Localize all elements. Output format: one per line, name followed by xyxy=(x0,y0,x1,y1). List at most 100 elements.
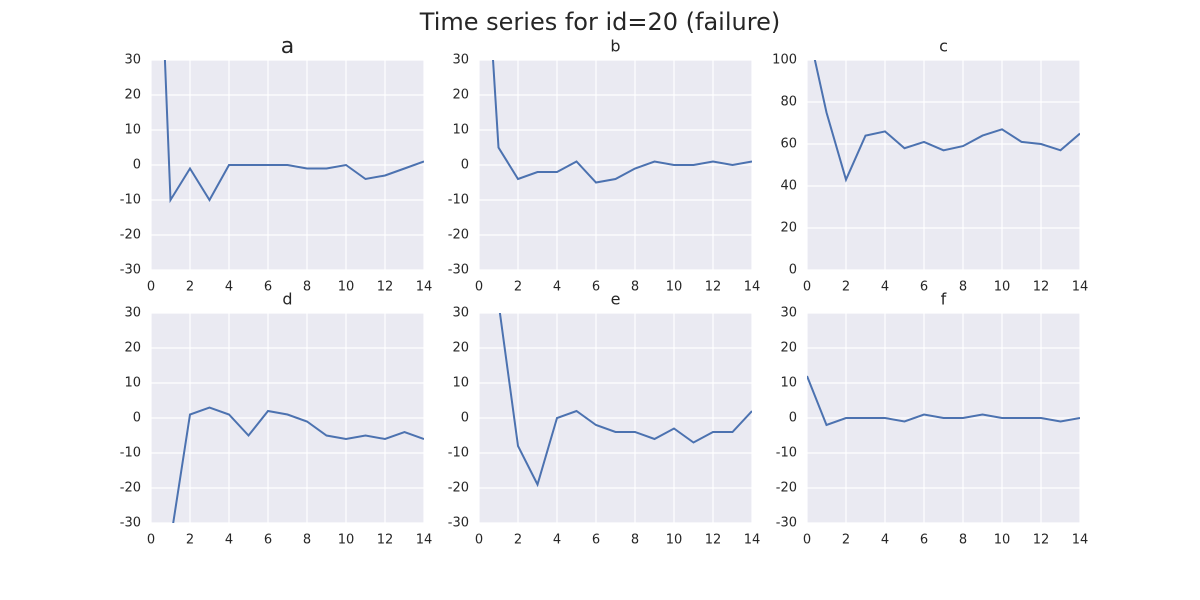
subplot: a 0 2 4 6 8 10 12 14 -30 -20 -10 0 10 20 30 xyxy=(120,34,433,295)
y-tick-label: 10 xyxy=(124,376,141,391)
x-tick-label: 2 xyxy=(514,280,522,295)
x-tick-label: 10 xyxy=(338,280,355,295)
y-tick-label: 40 xyxy=(780,179,797,194)
x-tick-label: 12 xyxy=(1033,533,1050,548)
y-tick-label: 0 xyxy=(461,158,469,173)
x-tick-label: 4 xyxy=(881,280,889,295)
subplot: e 0 2 4 6 8 10 12 14 -30 -20 -10 0 10 20 30 xyxy=(448,290,761,548)
x-tick-label: 2 xyxy=(514,533,522,548)
y-tick-label: -20 xyxy=(448,228,469,243)
y-tick-label: 80 xyxy=(780,95,797,110)
subplot-title: d xyxy=(282,290,292,309)
y-tick-label: 20 xyxy=(780,221,797,236)
y-tick-label: -30 xyxy=(448,263,469,278)
y-tick-label: -10 xyxy=(120,193,141,208)
y-tick-label: -10 xyxy=(776,446,797,461)
y-tick-label: -20 xyxy=(448,481,469,496)
x-tick-label: 10 xyxy=(666,280,683,295)
y-tick-label: 30 xyxy=(452,306,469,321)
y-tick-label: -10 xyxy=(448,193,469,208)
y-tick-label: 30 xyxy=(452,53,469,68)
x-tick-label: 0 xyxy=(475,533,483,548)
x-tick-label: 6 xyxy=(592,533,600,548)
x-tick-label: 6 xyxy=(920,280,928,295)
x-tick-label: 6 xyxy=(264,280,272,295)
series-line xyxy=(163,60,424,204)
y-tick-label: 20 xyxy=(452,341,469,356)
y-tick-label: -10 xyxy=(120,446,141,461)
y-tick-label: 10 xyxy=(452,123,469,138)
x-tick-label: 4 xyxy=(553,533,561,548)
x-tick-label: 4 xyxy=(225,280,233,295)
x-tick-label: 14 xyxy=(416,280,433,295)
x-tick-label: 2 xyxy=(186,280,194,295)
y-tick-label: -10 xyxy=(448,446,469,461)
x-tick-label: 4 xyxy=(225,533,233,548)
x-tick-label: 12 xyxy=(377,533,394,548)
x-tick-label: 6 xyxy=(920,533,928,548)
x-tick-label: 4 xyxy=(553,280,561,295)
series-line xyxy=(813,60,1080,183)
x-tick-label: 0 xyxy=(147,533,155,548)
x-tick-label: 8 xyxy=(959,533,967,548)
x-tick-label: 14 xyxy=(416,533,433,548)
x-tick-label: 8 xyxy=(959,280,967,295)
x-tick-label: 8 xyxy=(303,280,311,295)
y-tick-label: 20 xyxy=(780,341,797,356)
subplot-title: c xyxy=(939,37,948,56)
series-line xyxy=(172,406,424,523)
y-tick-label: 60 xyxy=(780,137,797,152)
subplot: f 0 2 4 6 8 10 12 14 -30 -20 -10 0 10 20 30 xyxy=(776,290,1089,548)
x-tick-label: 8 xyxy=(303,533,311,548)
x-tick-label: 0 xyxy=(147,280,155,295)
y-tick-label: 0 xyxy=(133,158,141,173)
y-tick-label: 30 xyxy=(124,306,141,321)
y-tick-label: 0 xyxy=(789,263,797,278)
series-line xyxy=(498,313,752,488)
y-tick-label: 30 xyxy=(124,53,141,68)
y-tick-label: 20 xyxy=(124,341,141,356)
x-tick-label: 6 xyxy=(264,533,272,548)
y-tick-label: 20 xyxy=(124,88,141,103)
x-tick-label: 0 xyxy=(803,533,811,548)
y-tick-label: -30 xyxy=(448,516,469,531)
y-tick-label: 10 xyxy=(124,123,141,138)
y-tick-label: 30 xyxy=(780,306,797,321)
figure-title: Time series for id=20 (failure) xyxy=(419,8,780,36)
x-tick-label: 10 xyxy=(994,280,1011,295)
x-tick-label: 12 xyxy=(705,533,722,548)
x-tick-label: 12 xyxy=(705,280,722,295)
x-tick-label: 0 xyxy=(475,280,483,295)
y-tick-label: -20 xyxy=(120,481,141,496)
x-tick-label: 4 xyxy=(881,533,889,548)
x-tick-label: 8 xyxy=(631,533,639,548)
y-tick-label: 0 xyxy=(133,411,141,426)
x-tick-label: 14 xyxy=(1072,533,1089,548)
series-line xyxy=(492,60,752,184)
y-tick-label: -30 xyxy=(776,516,797,531)
y-tick-label: 20 xyxy=(452,88,469,103)
x-tick-label: 10 xyxy=(666,533,683,548)
y-tick-label: 100 xyxy=(772,53,797,68)
x-tick-label: 10 xyxy=(338,533,355,548)
x-tick-label: 2 xyxy=(842,533,850,548)
x-tick-label: 12 xyxy=(377,280,394,295)
series-line xyxy=(807,375,1080,427)
x-tick-label: 2 xyxy=(186,533,194,548)
x-tick-label: 10 xyxy=(994,533,1011,548)
y-tick-label: 0 xyxy=(461,411,469,426)
y-tick-label: -30 xyxy=(120,263,141,278)
subplot-title: b xyxy=(610,37,620,56)
x-tick-label: 0 xyxy=(803,280,811,295)
plot-area xyxy=(807,60,1080,270)
subplot: b 0 2 4 6 8 10 12 14 -30 -20 -10 0 10 20 30 xyxy=(448,37,761,295)
x-tick-label: 8 xyxy=(631,280,639,295)
y-tick-label: -20 xyxy=(776,481,797,496)
subplot: c 0 2 4 6 8 10 12 14 0 20 40 60 80 100 xyxy=(772,37,1088,295)
x-tick-label: 2 xyxy=(842,280,850,295)
y-tick-label: 10 xyxy=(780,376,797,391)
subplot-title: a xyxy=(281,34,294,59)
y-tick-label: 0 xyxy=(789,411,797,426)
x-tick-label: 12 xyxy=(1033,280,1050,295)
